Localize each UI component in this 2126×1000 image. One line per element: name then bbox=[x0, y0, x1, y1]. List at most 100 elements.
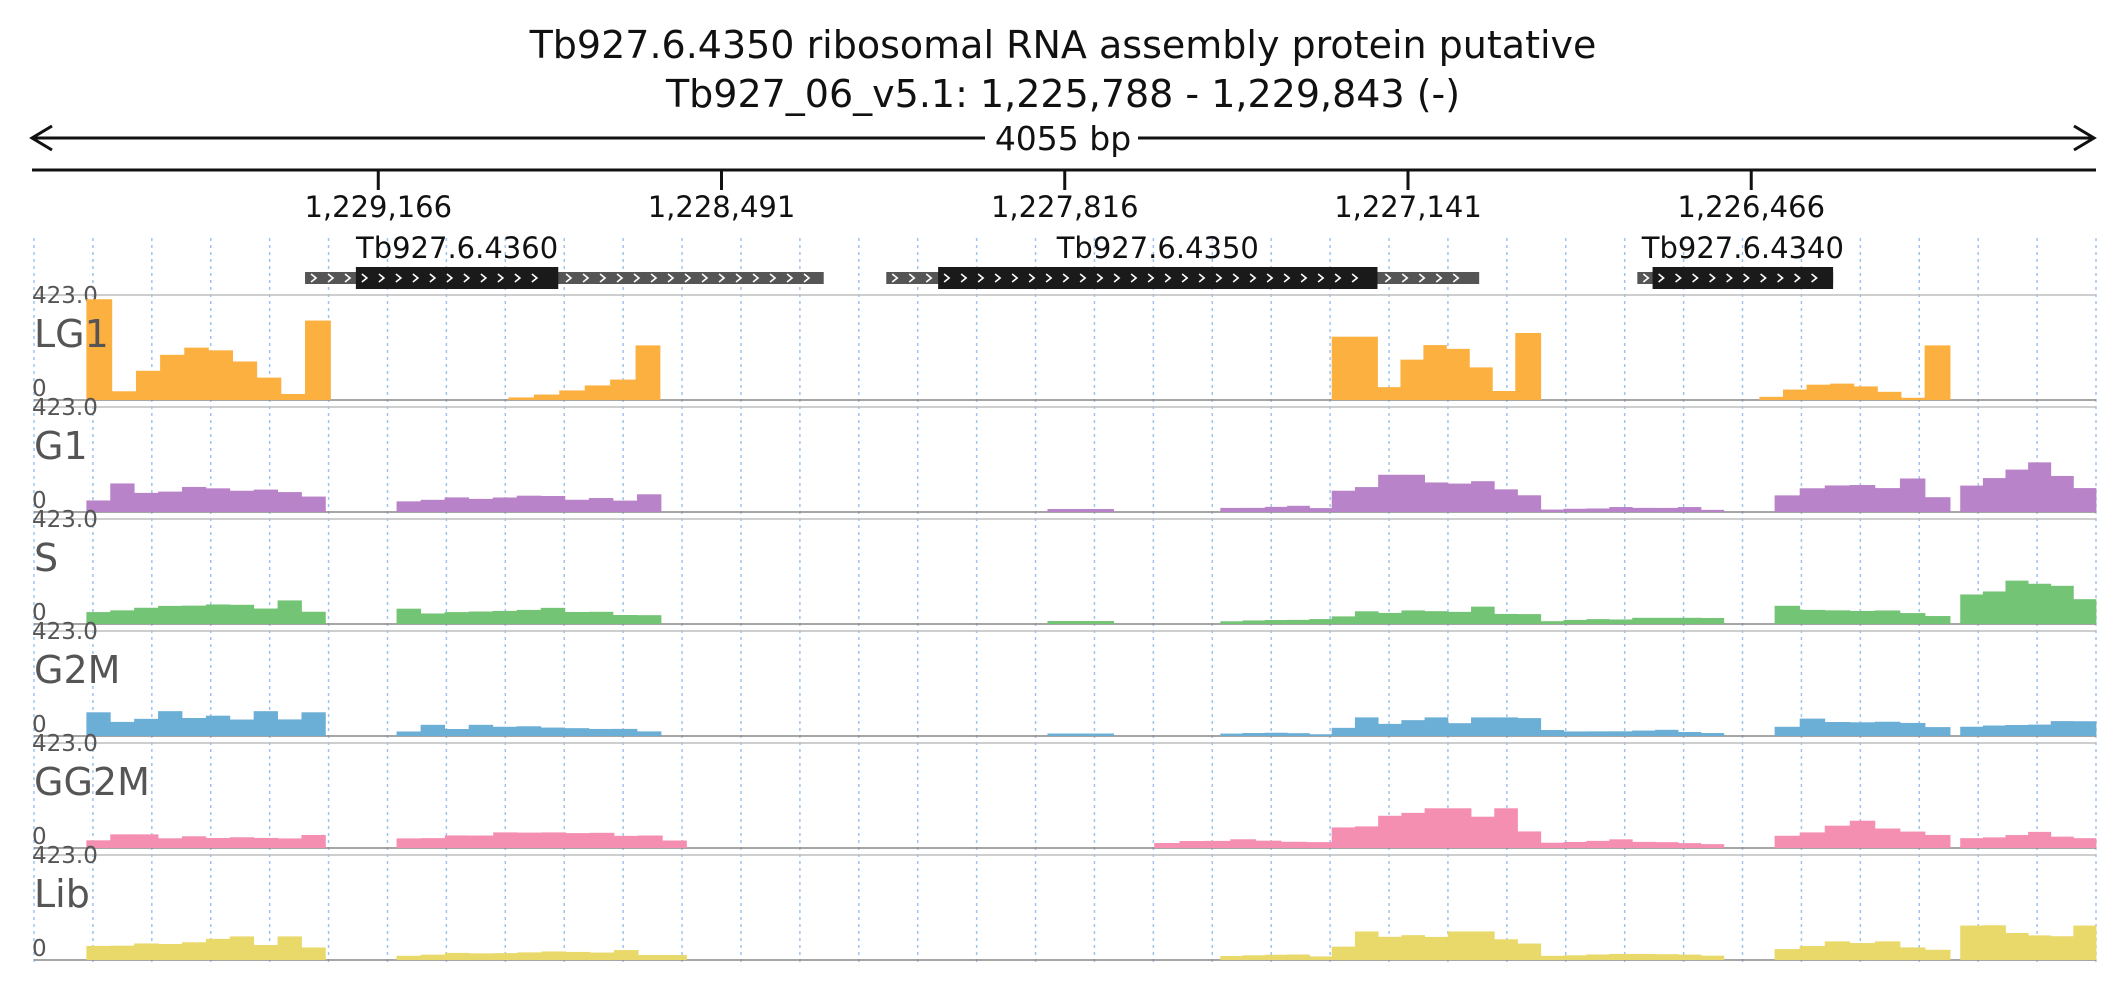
coverage-bar bbox=[2028, 724, 2052, 736]
coverage-bar bbox=[469, 835, 494, 848]
strand-chevron bbox=[908, 273, 916, 283]
strand-chevron bbox=[1435, 273, 1443, 283]
strand-chevron bbox=[1794, 273, 1801, 283]
gene-model: Tb927.6.4350 bbox=[886, 231, 1480, 289]
coverage-bar bbox=[1469, 367, 1493, 400]
coverage-bar bbox=[2073, 488, 2097, 512]
coverage-bar bbox=[1047, 509, 1070, 512]
coverage-bar bbox=[1401, 610, 1425, 624]
coverage-bar bbox=[229, 837, 255, 848]
coverage-bar bbox=[1354, 717, 1379, 736]
coverage-bar bbox=[1494, 939, 1518, 960]
track-name-label: G2M bbox=[34, 648, 120, 692]
coverage-bar bbox=[1540, 509, 1564, 512]
coverage-bar bbox=[564, 612, 590, 624]
strand-chevron bbox=[1113, 273, 1121, 283]
coverage-bar bbox=[1849, 722, 1876, 736]
coverage-bar bbox=[1960, 485, 1984, 512]
coverage-bar bbox=[1378, 612, 1402, 624]
coverage-bar bbox=[2073, 599, 2097, 624]
axis-tick-label: 1,226,466 bbox=[1677, 190, 1825, 224]
coverage-bar bbox=[1655, 729, 1679, 736]
coverage-bar bbox=[1354, 611, 1379, 624]
track-ymax-label: 423.0 bbox=[32, 507, 98, 533]
coverage-bar bbox=[468, 611, 494, 624]
coverage-bar bbox=[1354, 931, 1379, 960]
coverage-bar bbox=[301, 611, 326, 624]
track-ymin-label: 0 bbox=[32, 600, 47, 626]
coverage-bar bbox=[111, 391, 137, 400]
coverage-bar bbox=[1700, 844, 1725, 848]
coverage-bar bbox=[158, 491, 183, 512]
strand-chevron bbox=[1266, 273, 1274, 283]
coverage-bar bbox=[1924, 834, 1951, 848]
track-name-label: Lib bbox=[34, 872, 90, 916]
strand-chevron bbox=[1215, 273, 1223, 283]
strand-chevron bbox=[786, 273, 794, 283]
coverage-bar bbox=[396, 608, 422, 624]
coverage-bar bbox=[1220, 733, 1244, 736]
coverage-bar bbox=[468, 498, 494, 512]
coverage-bar bbox=[1774, 605, 1801, 624]
strand-chevron bbox=[701, 273, 709, 283]
coverage-bar bbox=[1824, 722, 1851, 736]
strand-chevron bbox=[344, 273, 352, 283]
coverage-bar bbox=[1447, 483, 1472, 512]
coverage-bar bbox=[493, 953, 518, 960]
coverage-bar bbox=[1069, 621, 1092, 624]
strand-chevron bbox=[599, 273, 607, 283]
coverage-bar bbox=[1447, 931, 1472, 960]
coverage-bar bbox=[229, 719, 255, 736]
coverage-bar bbox=[205, 938, 231, 960]
strand-chevron bbox=[1096, 273, 1104, 283]
strand-chevron bbox=[531, 273, 539, 283]
strand-chevron bbox=[1181, 273, 1189, 283]
coverage-bar bbox=[1264, 732, 1288, 736]
coverage-bar bbox=[541, 951, 567, 960]
coverage-bar bbox=[229, 604, 255, 624]
coverage-bar bbox=[1824, 825, 1851, 848]
gene-cds-bar bbox=[938, 267, 1378, 289]
coverage-bar bbox=[1563, 508, 1587, 512]
coverage-track-g2m: 423.0 0 G2M bbox=[32, 619, 2097, 738]
coverage-bar bbox=[277, 600, 302, 624]
coverage-bar bbox=[158, 838, 183, 848]
coverage-bar bbox=[469, 953, 494, 960]
coverage-bar bbox=[229, 936, 255, 960]
coverage-bar bbox=[2005, 580, 2029, 624]
coverage-bar bbox=[134, 492, 159, 512]
strand-chevron bbox=[1811, 273, 1818, 283]
strand-chevron bbox=[1334, 273, 1342, 283]
coverage-bar bbox=[1609, 839, 1633, 848]
coverage-bar bbox=[2073, 721, 2097, 736]
coverage-bar bbox=[1799, 609, 1826, 624]
axis-tick-label: 1,229,166 bbox=[304, 190, 452, 224]
coverage-bar bbox=[444, 952, 470, 960]
coverage-bar bbox=[444, 612, 470, 624]
coverage-bar bbox=[1563, 731, 1587, 736]
coverage-bar bbox=[565, 951, 591, 960]
coverage-bar bbox=[610, 379, 636, 400]
track-ymax-label: 423.0 bbox=[32, 395, 98, 421]
coverage-bar bbox=[1899, 722, 1926, 736]
coverage-bar bbox=[1331, 490, 1356, 512]
coverage-bar bbox=[277, 492, 302, 512]
strand-chevron bbox=[480, 273, 488, 283]
strand-chevron bbox=[633, 273, 641, 283]
strand-chevron bbox=[1351, 273, 1359, 283]
strand-chevron bbox=[925, 273, 933, 283]
coverage-bar bbox=[1586, 619, 1610, 624]
coverage-bar bbox=[1255, 840, 1282, 848]
coverage-bar bbox=[588, 498, 614, 512]
coverage-bar bbox=[1774, 495, 1801, 512]
coverage-bar bbox=[636, 615, 662, 624]
coverage-bar bbox=[636, 494, 662, 512]
coverage-bar bbox=[1924, 345, 1951, 400]
coverage-bar bbox=[564, 499, 590, 512]
coverage-bar bbox=[1563, 841, 1587, 848]
strand-chevron bbox=[378, 273, 386, 283]
coverage-bar bbox=[613, 835, 639, 848]
strand-chevron bbox=[463, 273, 471, 283]
coverage-bar bbox=[232, 361, 258, 400]
gene-model: Tb927.6.4360 bbox=[305, 231, 824, 289]
